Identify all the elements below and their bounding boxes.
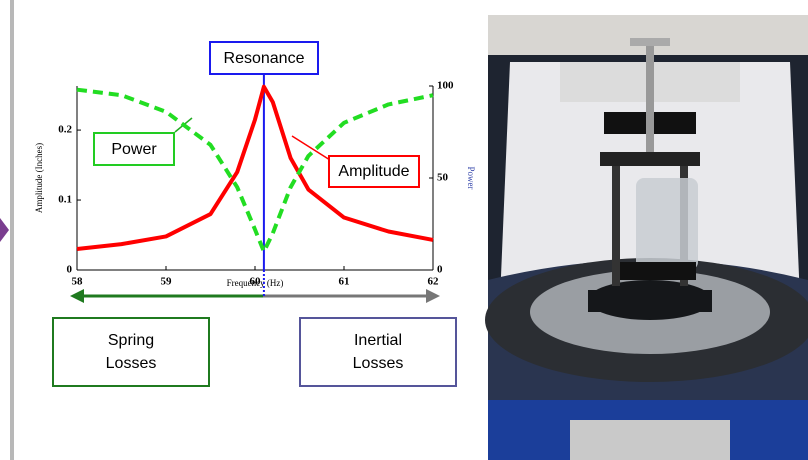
y-tick-label: 0 [67, 264, 73, 276]
y2-tick-label: 0 [437, 264, 443, 276]
nav-arrow [0, 218, 9, 242]
photo [485, 15, 808, 460]
annotation-power: Power [93, 132, 175, 166]
x-tick-label: 58 [72, 276, 84, 288]
inertial-arrow-head [426, 289, 440, 303]
x-axis-label: Frequency (Hz) [227, 278, 284, 288]
inertial-losses-box: Inertial Losses [299, 317, 457, 387]
y-tick-label: 0.2 [58, 124, 72, 136]
amplitude-callout-line [291, 135, 331, 161]
side-bar [10, 0, 14, 460]
x-tick-label: 61 [339, 276, 350, 288]
y2-axis-label: Power [466, 167, 476, 190]
y-axis-label: Amplitude (Inches) [34, 143, 44, 213]
y-tick-label: 0.1 [58, 194, 72, 206]
spring-arrow-head [70, 289, 84, 303]
y2-tick-label: 50 [437, 172, 449, 184]
y2-tick-label: 100 [437, 80, 454, 92]
x-tick-label: 59 [161, 276, 173, 288]
spring-losses-box: Spring Losses [52, 317, 210, 387]
series-line [76, 84, 434, 251]
annotation-resonance: Resonance [209, 41, 319, 75]
series-line [76, 87, 434, 254]
x-tick-label: 62 [428, 276, 440, 288]
x-tick-label: 60 [250, 276, 262, 288]
annotation-amplitude: Amplitude [328, 155, 420, 188]
